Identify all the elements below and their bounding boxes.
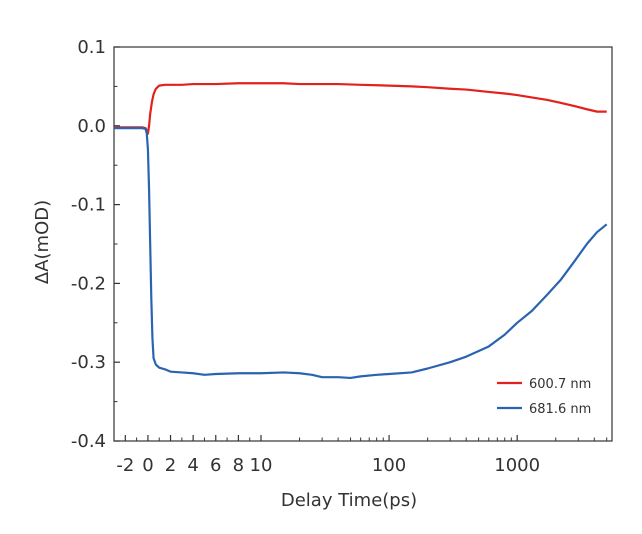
series-line-2 [114, 127, 608, 380]
legend-label: 600.7 nm [529, 377, 591, 392]
x-tick-label: 2 [165, 455, 176, 476]
x-axis-ticks: -2 0 2 4 6 8 10 100 1000 [116, 435, 608, 476]
y-axis-title: ΔA(mOD) [32, 200, 53, 284]
x-tick-label: 0 [142, 455, 153, 476]
y-tick-label: -0.4 [71, 431, 106, 452]
x-tick-label: 8 [233, 455, 244, 476]
x-tick-label: 10 [250, 455, 273, 476]
legend-label: 681.6 nm [529, 402, 591, 417]
legend: 600.7 nm 681.6 nm [497, 377, 591, 417]
y-tick-label: -0.3 [71, 352, 106, 373]
y-tick-label: -0.2 [71, 273, 106, 294]
x-tick-label: 100 [372, 455, 406, 476]
y-tick-label: 0.1 [77, 37, 106, 58]
x-tick-label: 4 [187, 455, 198, 476]
y-tick-label: 0.0 [77, 116, 106, 137]
series-lines [114, 82, 608, 380]
y-tick-label: -0.1 [71, 195, 106, 216]
x-tick-label: -2 [116, 455, 134, 476]
x-tick-label: 6 [210, 455, 221, 476]
x-tick-label: 1000 [494, 455, 540, 476]
series-line-1 [114, 82, 607, 135]
y-axis-ticks: 0.1 0.0 -0.1 -0.2 -0.3 -0.4 [71, 37, 120, 452]
x-axis-title: Delay Time(ps) [281, 490, 417, 511]
